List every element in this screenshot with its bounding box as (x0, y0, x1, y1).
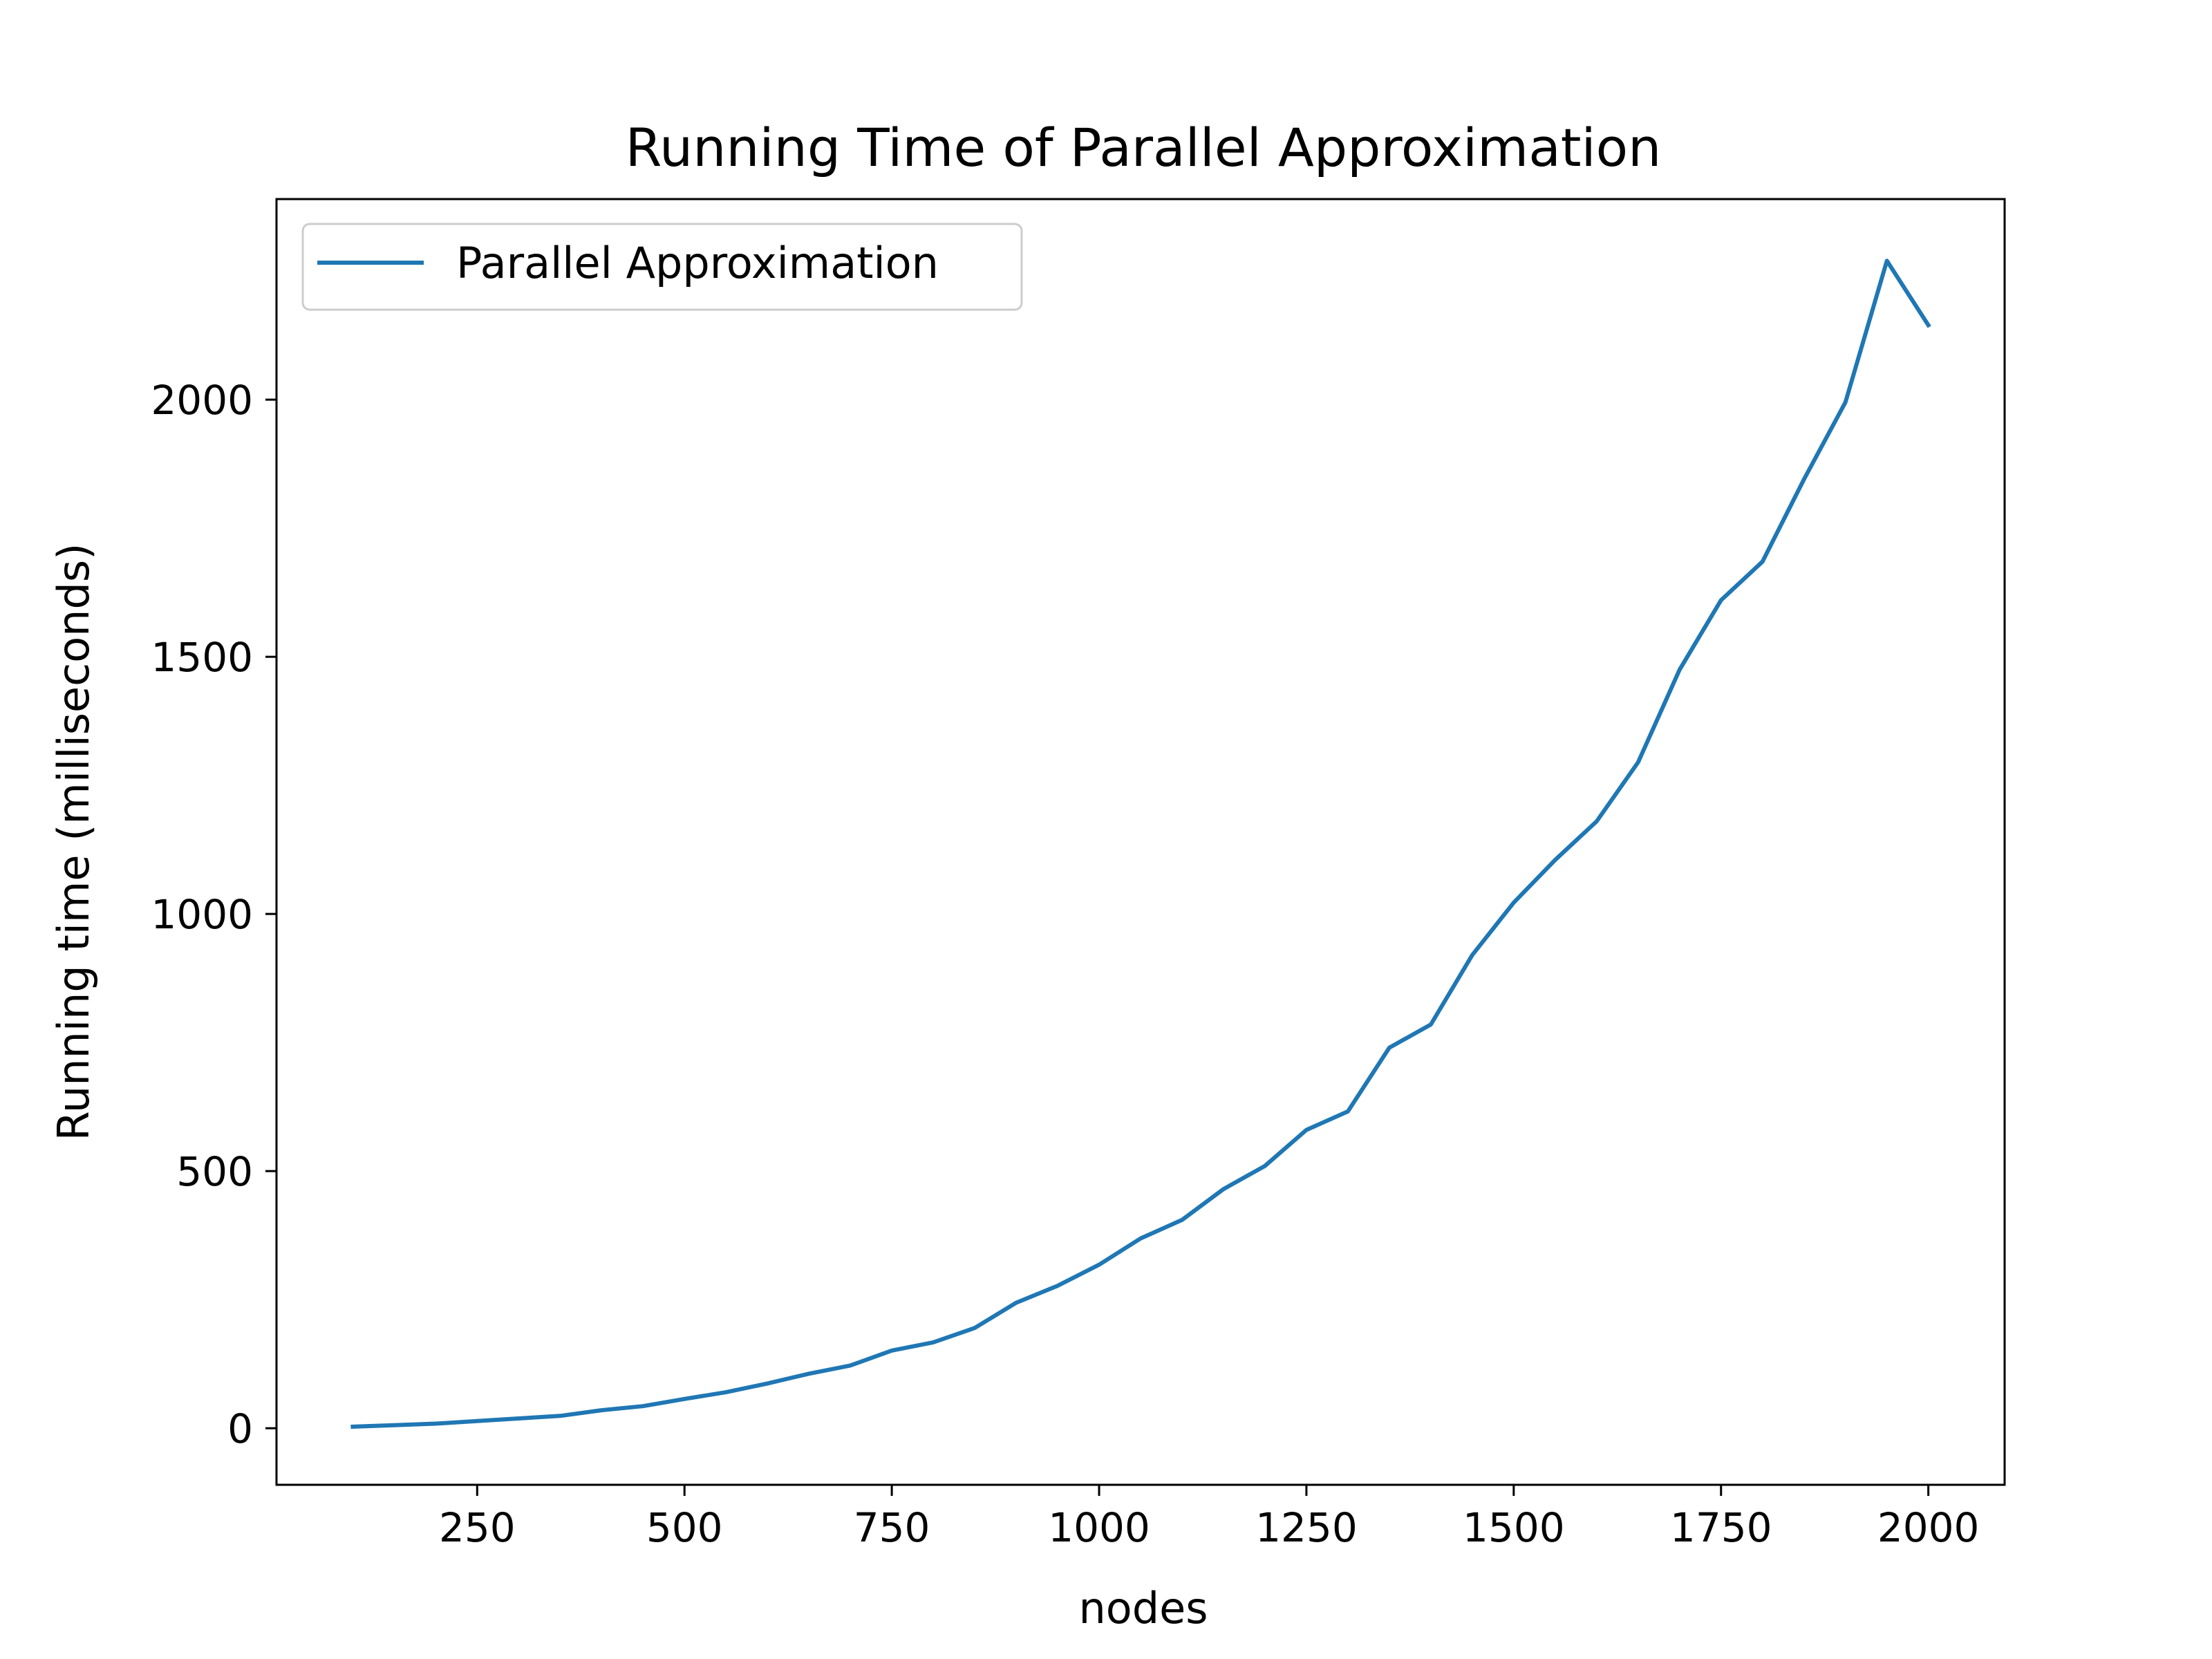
x-tick-label: 1750 (1670, 1504, 1772, 1551)
data-point (1927, 323, 1931, 327)
data-point (724, 1390, 728, 1394)
y-tick-label: 500 (176, 1148, 253, 1195)
data-point (1180, 1218, 1184, 1222)
data-point (1595, 819, 1599, 823)
data-point (641, 1404, 645, 1408)
data-point (682, 1397, 686, 1401)
data-point (1636, 760, 1640, 765)
data-point (890, 1349, 894, 1353)
data-point (1429, 1022, 1433, 1027)
y-tick-label: 0 (227, 1405, 253, 1452)
data-point (1678, 668, 1682, 672)
data-point (1097, 1263, 1101, 1267)
x-tick-label: 250 (439, 1504, 516, 1551)
data-point (475, 1419, 479, 1423)
data-point (1470, 953, 1474, 957)
chart-title: Running Time of Parallel Approximation (626, 117, 1662, 178)
data-point (848, 1363, 852, 1367)
y-tick-label: 2000 (151, 377, 253, 424)
plot-area (350, 259, 1931, 1430)
data-point (1346, 1109, 1350, 1114)
x-tick-label: 1500 (1463, 1504, 1565, 1551)
data-point (1553, 858, 1557, 862)
data-point (558, 1414, 562, 1418)
data-point (516, 1416, 521, 1421)
x-axis-ticks: 250 500 750 1000 1250 1500 1750 2000 (439, 1485, 1979, 1551)
legend: Parallel Approximation (301, 223, 1023, 311)
data-point (350, 1425, 355, 1429)
x-tick-label: 2000 (1877, 1504, 1980, 1551)
data-point (1304, 1128, 1309, 1132)
axes-frame (275, 198, 2006, 1486)
legend-box (301, 223, 1023, 311)
x-tick-label: 500 (646, 1504, 723, 1551)
y-tick-label: 1500 (151, 634, 253, 681)
data-point (973, 1326, 977, 1330)
y-axis-ticks: 0 500 1000 1500 2000 (151, 377, 276, 1452)
data-point (1387, 1046, 1391, 1050)
x-tick-label: 750 (854, 1504, 930, 1551)
data-point (765, 1381, 769, 1385)
x-tick-label: 1250 (1255, 1504, 1358, 1551)
data-point (1056, 1284, 1060, 1288)
x-axis-label: nodes (1078, 1583, 1208, 1633)
data-point (931, 1340, 935, 1344)
y-tick-label: 1000 (151, 891, 253, 938)
data-point (1719, 598, 1723, 602)
y-axis-label: Running time (milliseconds) (48, 543, 99, 1141)
data-point (1761, 560, 1765, 564)
data-point (392, 1423, 396, 1427)
data-point (1138, 1237, 1143, 1241)
legend-entry-label: Parallel Approximation (456, 238, 939, 288)
series-line-0 (350, 259, 1931, 1430)
x-tick-label: 1000 (1048, 1504, 1150, 1551)
data-point (599, 1408, 603, 1412)
data-point (433, 1422, 438, 1426)
data-point (1221, 1187, 1226, 1191)
data-point (1512, 901, 1516, 905)
data-point (1885, 259, 1889, 263)
data-point (1263, 1164, 1267, 1168)
data-point (1802, 478, 1806, 482)
data-point (1844, 400, 1848, 404)
data-point (1014, 1301, 1018, 1305)
data-point (807, 1371, 811, 1376)
